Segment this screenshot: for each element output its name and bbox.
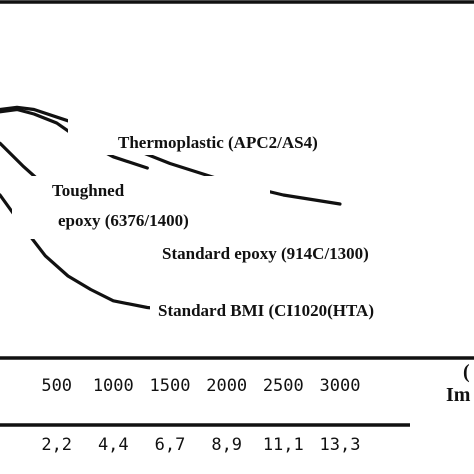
series-label-background: [150, 293, 454, 326]
tick-layer: 500 1000 1500 2000 2500 3000 2,2 4,4 6,7 8,9 11,1 1…: [41, 376, 360, 455]
secondary-x-tick-label-11-1: 11,1: [263, 435, 304, 455]
x-tick-label-2000: 2000: [206, 376, 247, 396]
x-tick-label-2500: 2500: [263, 376, 304, 396]
x-axis-label: Im: [446, 384, 471, 406]
secondary-x-tick-label-8-9: 8,9: [211, 435, 242, 455]
series-curve-toughned-epoxy-6376-1400: [0, 107, 149, 170]
secondary-x-tick-label-2-2: 2,2: [41, 435, 72, 455]
secondary-x-tick-label-6-7: 6,7: [155, 435, 186, 455]
x-tick-label-500: 500: [41, 376, 72, 396]
series-label-thermoplastic-apc2-as4-line-1: Thermoplastic (APC2/AS4): [118, 133, 318, 152]
series-label-background: [150, 237, 448, 268]
series-label-standard-bmi-ci1020-hta-line-1: Standard BMI (CI1020(HTA): [158, 301, 374, 320]
x-axis-label-lead: (: [463, 361, 470, 383]
x-tick-label-1000: 1000: [93, 376, 134, 396]
series-label-background: [12, 176, 270, 239]
x-tick-label-3000: 3000: [320, 376, 361, 396]
series-label-toughned-epoxy-6376-1400-line-2: epoxy (6376/1400): [58, 211, 189, 230]
series-label-standard-epoxy-914c-1300-line-1: Standard epoxy (914C/1300): [162, 244, 369, 263]
series-label-toughned-epoxy-6376-1400-line-1: Toughned: [52, 181, 125, 200]
series-label-background: [68, 101, 342, 155]
series-label-layer: Thermoplastic (APC2/AS4) Toughned epoxy (6…: [12, 101, 454, 326]
axis-label-layer: ( Im: [446, 361, 471, 406]
secondary-x-tick-label-13-3: 13,3: [320, 435, 361, 455]
x-tick-label-1500: 1500: [150, 376, 191, 396]
secondary-x-tick-label-4-4: 4,4: [98, 435, 129, 455]
